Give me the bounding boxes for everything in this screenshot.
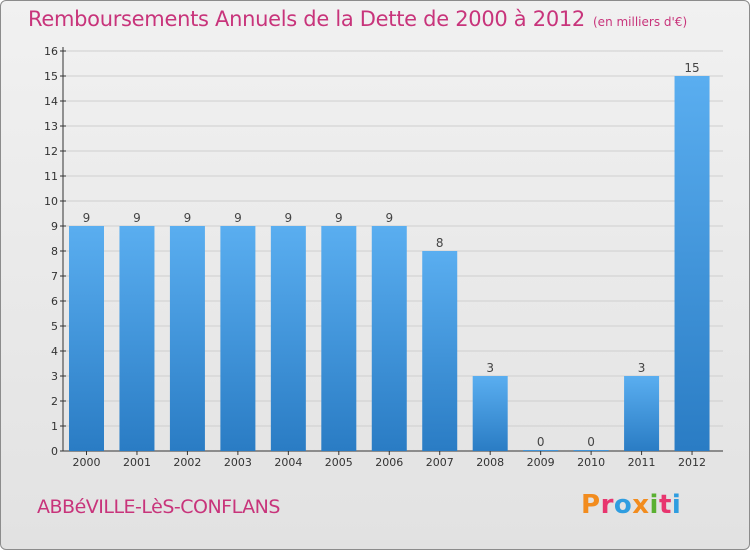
x-tick-label: 2007: [426, 456, 454, 469]
chart-unit: (en milliers d'€): [593, 15, 688, 29]
bar: [624, 376, 660, 451]
bar: [674, 76, 710, 451]
data-label: 3: [486, 361, 494, 375]
logo-letter: r: [600, 490, 614, 520]
bar: [371, 226, 407, 451]
proxiti-logo: Proxiti: [581, 490, 681, 520]
bar: [422, 251, 458, 451]
x-tick-label: 2011: [628, 456, 656, 469]
y-tick-label: 14: [44, 95, 58, 108]
y-tick-label: 15: [44, 70, 58, 83]
bar: [472, 376, 508, 451]
logo-letter: o: [613, 490, 633, 520]
y-tick-label: 3: [51, 370, 58, 383]
x-tick-label: 2003: [224, 456, 252, 469]
bar: [220, 226, 256, 451]
bar: [169, 226, 205, 451]
data-label: 9: [385, 211, 393, 225]
x-tick-label: 2005: [325, 456, 353, 469]
commune-name: ABBéVILLE-LèS-CONFLANS: [37, 496, 280, 518]
logo-letter: i: [671, 490, 682, 520]
x-tick-label: 2002: [173, 456, 201, 469]
x-tick-label: 2009: [527, 456, 555, 469]
x-tick-label: 2012: [678, 456, 706, 469]
y-tick-label: 16: [44, 45, 58, 58]
logo-letter: P: [581, 490, 601, 520]
bar: [119, 226, 155, 451]
bar: [69, 226, 104, 451]
bar: [523, 450, 559, 451]
y-tick-label: 1: [51, 420, 58, 433]
bar: [321, 226, 357, 451]
logo-letter: t: [658, 490, 672, 520]
data-label: 8: [436, 236, 444, 250]
data-label: 3: [638, 361, 646, 375]
x-tick-label: 2006: [375, 456, 403, 469]
data-label: 9: [83, 211, 91, 225]
logo-letter: x: [632, 490, 650, 520]
y-tick-label: 0: [51, 445, 58, 458]
y-tick-label: 11: [44, 170, 58, 183]
data-label: 9: [234, 211, 242, 225]
chart-title: Remboursements Annuels de la Dette de 20…: [28, 7, 687, 31]
y-tick-label: 12: [44, 145, 58, 158]
y-tick-label: 9: [51, 220, 58, 233]
data-label: 0: [537, 435, 545, 449]
x-tick-label: 2001: [123, 456, 151, 469]
data-label: 9: [133, 211, 141, 225]
y-tick-label: 6: [51, 295, 58, 308]
y-tick-label: 2: [51, 395, 58, 408]
bars: [69, 76, 710, 451]
y-tick-label: 8: [51, 245, 58, 258]
data-label: 0: [587, 435, 595, 449]
x-tick-label: 2008: [476, 456, 504, 469]
y-tick-label: 4: [51, 345, 58, 358]
data-label: 9: [335, 211, 343, 225]
chart-title-text: Remboursements Annuels de la Dette de 20…: [28, 7, 585, 31]
x-tick-label: 2004: [274, 456, 302, 469]
labels: 0123456789101112131415162000920019200292…: [44, 45, 706, 469]
x-tick-label: 2000: [73, 456, 101, 469]
x-tick-label: 2010: [577, 456, 605, 469]
data-label: 15: [684, 61, 699, 75]
y-tick-label: 5: [51, 320, 58, 333]
bar: [573, 450, 609, 451]
y-tick-label: 7: [51, 270, 58, 283]
y-tick-label: 13: [44, 120, 58, 133]
data-label: 9: [184, 211, 192, 225]
logo-letter: i: [649, 490, 659, 520]
data-label: 9: [285, 211, 293, 225]
y-tick-label: 10: [44, 195, 58, 208]
bar: [270, 226, 306, 451]
